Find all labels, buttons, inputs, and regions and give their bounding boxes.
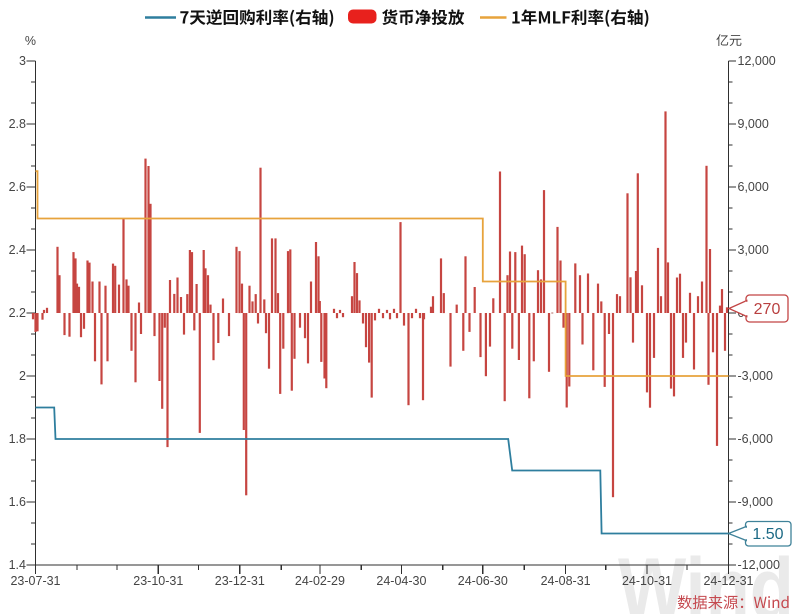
svg-text:23-12-31: 23-12-31 xyxy=(215,574,265,588)
svg-text:3: 3 xyxy=(19,54,26,68)
svg-text:2.8: 2.8 xyxy=(9,117,26,131)
svg-text:3,000: 3,000 xyxy=(738,243,769,257)
svg-text:1.4: 1.4 xyxy=(9,558,26,572)
svg-text:270: 270 xyxy=(754,301,781,318)
svg-text:-12,000: -12,000 xyxy=(738,558,780,572)
svg-text:-6,000: -6,000 xyxy=(738,432,773,446)
svg-text:-9,000: -9,000 xyxy=(738,495,773,509)
svg-text:24-08-31: 24-08-31 xyxy=(541,574,591,588)
svg-text:23-07-31: 23-07-31 xyxy=(10,574,60,588)
svg-text:24-04-30: 24-04-30 xyxy=(376,574,426,588)
svg-text:24-02-29: 24-02-29 xyxy=(295,574,345,588)
svg-text:%: % xyxy=(25,34,36,48)
svg-text:24-10-31: 24-10-31 xyxy=(622,574,672,588)
svg-text:6,000: 6,000 xyxy=(738,180,769,194)
svg-text:-3,000: -3,000 xyxy=(738,369,773,383)
svg-text:1.8: 1.8 xyxy=(9,432,26,446)
svg-text:1.50: 1.50 xyxy=(752,526,783,543)
svg-text:2: 2 xyxy=(19,369,26,383)
svg-text:9,000: 9,000 xyxy=(738,117,769,131)
svg-text:2.2: 2.2 xyxy=(9,306,26,320)
svg-text:12,000: 12,000 xyxy=(738,54,776,68)
svg-text:2.4: 2.4 xyxy=(9,243,26,257)
svg-text:1.6: 1.6 xyxy=(9,495,26,509)
svg-text:2.6: 2.6 xyxy=(9,180,26,194)
svg-text:24-12-31: 24-12-31 xyxy=(703,574,753,588)
svg-text:23-10-31: 23-10-31 xyxy=(133,574,183,588)
svg-text:24-06-30: 24-06-30 xyxy=(458,574,508,588)
